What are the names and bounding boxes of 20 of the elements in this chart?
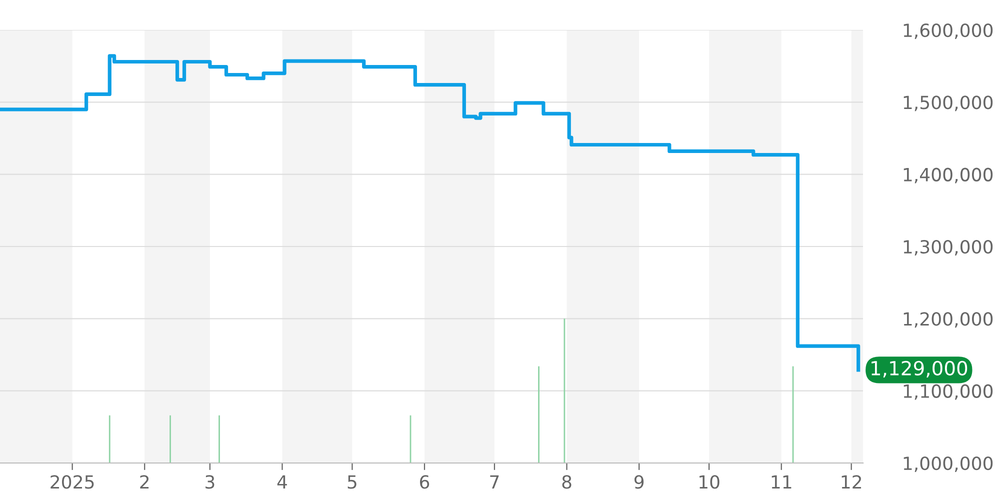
y-tick-label: 1,200,000 (904, 312, 993, 328)
y-tick-label: 1,400,000 (904, 168, 993, 184)
x-tick-label: 2 (140, 475, 149, 489)
y-tick-label: 1,600,000 (904, 23, 993, 39)
x-tick-label: 4 (277, 475, 287, 489)
x-tick-label: 3 (206, 475, 214, 489)
x-tick-label: 5 (348, 475, 356, 489)
annotation: 1,129,000 (872, 360, 968, 378)
y-tick-label: 1,100,000 (904, 384, 993, 400)
x-tick-label: 8 (562, 475, 572, 489)
x-tick-label: 12 (842, 475, 862, 489)
x-tick-label: 7 (490, 475, 499, 489)
y-tick-label: 1,300,000 (904, 240, 993, 256)
y-tick-label: 1,000,000 (904, 456, 993, 472)
x-tick-label: 10 (700, 475, 720, 489)
x-tick-label: 9 (634, 475, 644, 489)
x-tick-label: 2025 (50, 475, 94, 489)
x-tick-label: 11 (772, 475, 792, 489)
y-tick-label: 1,500,000 (904, 96, 993, 112)
x-tick-label: 6 (420, 475, 430, 489)
